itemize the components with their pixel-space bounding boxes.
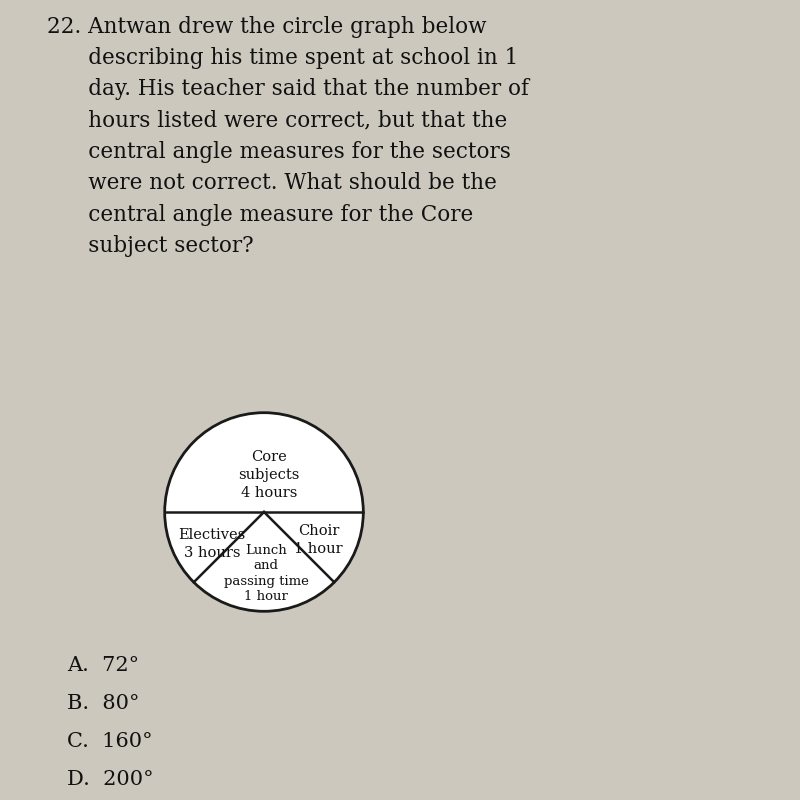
Text: A.  72°: A. 72° — [67, 656, 139, 675]
Text: Core
subjects
4 hours: Core subjects 4 hours — [238, 450, 300, 500]
Text: B.  80°: B. 80° — [67, 694, 140, 714]
Text: C.  160°: C. 160° — [67, 732, 153, 751]
Circle shape — [165, 413, 363, 611]
Text: D.  200°: D. 200° — [67, 770, 154, 790]
Text: Choir
1 hour: Choir 1 hour — [294, 524, 343, 556]
Text: Lunch
and
passing time
1 hour: Lunch and passing time 1 hour — [223, 544, 309, 603]
Text: 22. Antwan drew the circle graph below
      describing his time spent at school: 22. Antwan drew the circle graph below d… — [47, 15, 530, 257]
Text: Electives
3 hours: Electives 3 hours — [178, 528, 246, 560]
